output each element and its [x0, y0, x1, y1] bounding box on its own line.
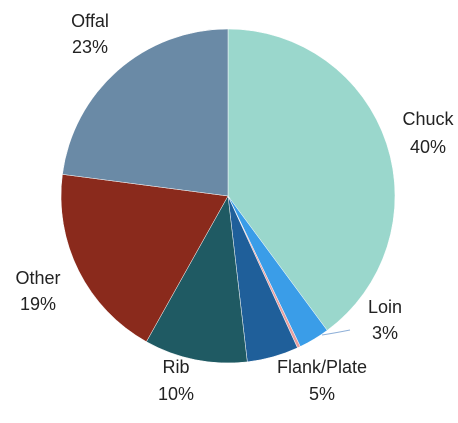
pie-slice-rib [146, 195, 248, 364]
pie-slice-offal [62, 28, 229, 197]
slice-label-chuck: Chuck [402, 109, 454, 129]
slice-percent-other: 19% [20, 294, 56, 314]
slice-percent-rib: 10% [158, 384, 194, 404]
slice-percent-offal: 23% [72, 37, 108, 57]
slice-percent-flank-plate: 5% [309, 384, 335, 404]
slice-label-flank-plate: Flank/Plate [277, 357, 367, 377]
slice-percent-chuck: 40% [410, 137, 446, 157]
leader-lines [321, 329, 351, 336]
pie-slice-other [60, 174, 229, 343]
slice-percent-loin: 3% [372, 323, 398, 343]
slice-label-loin: Loin [368, 297, 402, 317]
pie-slice-chuck [227, 28, 396, 331]
leader-line-loin [321, 329, 351, 336]
slice-label-other: Other [15, 268, 60, 288]
pie-slices [60, 28, 396, 364]
slice-labels: Chuck 40% Loin 3%Flank/Plate 5% Rib 10% Other 19… [15, 11, 454, 404]
slice-label-offal: Offal [71, 11, 109, 31]
slice-label-rib: Rib [162, 357, 189, 377]
